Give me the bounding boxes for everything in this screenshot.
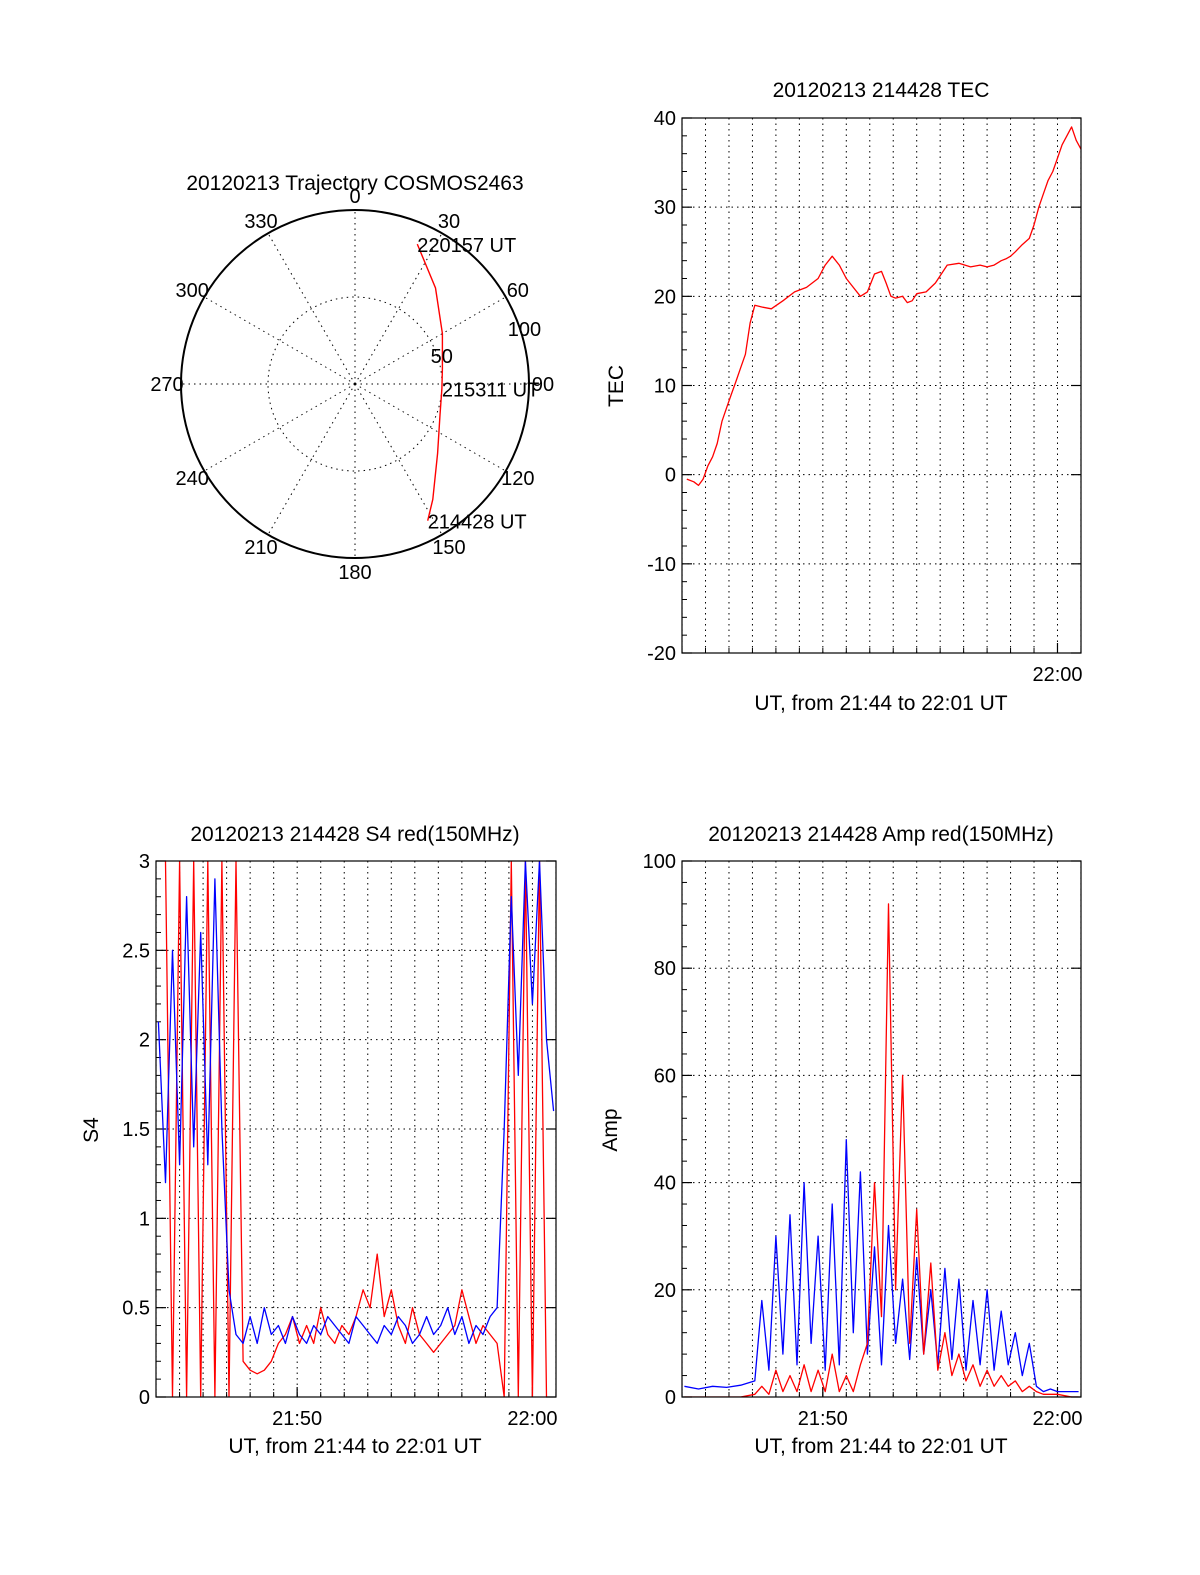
polar-radius-label: 50 xyxy=(431,346,453,368)
polar-chart: 20120213 Trajectory COSMOS2463 0 30 60 90 12… xyxy=(150,172,554,584)
polar-time-label: 220157 UT xyxy=(417,235,516,257)
s4-xtick-label: 21:50 xyxy=(272,1408,322,1430)
tec-ytick-label: -10 xyxy=(647,554,676,576)
s4-series-line-1 xyxy=(157,861,555,1345)
polar-angle-label: 240 xyxy=(175,468,208,490)
s4-series-group xyxy=(157,861,555,1397)
amp-ytick-label: 40 xyxy=(654,1173,676,1195)
polar-series xyxy=(416,243,444,521)
polar-time-label: 214428 UT xyxy=(428,512,527,534)
polar-trajectory-line xyxy=(416,243,444,521)
tec-ytick-label: 10 xyxy=(654,376,676,398)
amp-ytick-label: 100 xyxy=(643,851,676,873)
tec-plot: -20 -10 0 10 20 30 40 22:00 xyxy=(647,108,1082,686)
polar-title: 20120213 Trajectory COSMOS2463 xyxy=(186,172,523,195)
s4-frame xyxy=(155,860,557,1398)
s4-ytick-label: 3 xyxy=(139,851,150,873)
polar-angle-label: 120 xyxy=(501,468,534,490)
amp-frame xyxy=(681,860,1082,1398)
s4-ytick-label: 1 xyxy=(139,1208,150,1230)
polar-angle-label: 90 xyxy=(532,374,554,396)
tec-chart: 20120213 214428 TEC UT, from 21:44 to 22… xyxy=(605,79,1083,715)
s4-chart: 20120213 214428 S4 red(150MHz) UT, from … xyxy=(80,823,557,1458)
polar-angle-label: 300 xyxy=(175,280,208,302)
amp-xtick-label: 21:50 xyxy=(798,1408,848,1430)
s4-xlabel: UT, from 21:44 to 22:01 UT xyxy=(228,1435,481,1458)
s4-title: 20120213 214428 S4 red(150MHz) xyxy=(190,823,519,846)
tec-ylabel: TEC xyxy=(605,365,628,407)
amp-series-group xyxy=(684,903,1079,1397)
polar-spoke xyxy=(354,233,443,385)
s4-ytick-label: 1.5 xyxy=(122,1119,150,1141)
tec-ytick-label: 30 xyxy=(654,197,676,219)
s4-ytick-label: 0 xyxy=(139,1387,150,1409)
tec-frame xyxy=(681,117,1082,654)
polar-angle-label: 150 xyxy=(432,537,465,559)
amp-plot: 0 20 40 60 80 100 21:50 22:00 xyxy=(643,851,1083,1430)
tec-ytick-label: 0 xyxy=(665,465,676,487)
amp-series-line-0 xyxy=(684,1139,1079,1393)
tec-ytick-label: 20 xyxy=(654,286,676,308)
amp-series-line-1 xyxy=(684,903,1079,1397)
amp-ytick-label: 0 xyxy=(665,1387,676,1409)
polar-angle-label: 60 xyxy=(507,280,529,302)
amp-xlabel: UT, from 21:44 to 22:01 UT xyxy=(754,1435,1007,1458)
tec-series-line-0 xyxy=(686,126,1081,487)
polar-radius-label: 100 xyxy=(508,319,541,341)
tec-series-group xyxy=(686,126,1081,487)
polar-spoke xyxy=(267,383,356,535)
amp-ytick-label: 80 xyxy=(654,958,676,980)
s4-ytick-label: 0.5 xyxy=(122,1298,150,1320)
tec-xlabel: UT, from 21:44 to 22:01 UT xyxy=(754,692,1007,715)
polar-angle-label: 270 xyxy=(150,374,183,396)
polar-angle-label: 0 xyxy=(349,186,360,208)
s4-xtick-label: 22:00 xyxy=(507,1408,557,1430)
tec-xtick-label: 22:00 xyxy=(1032,664,1082,686)
tec-title: 20120213 214428 TEC xyxy=(773,79,990,102)
tec-ytick-label: 40 xyxy=(654,108,676,130)
polar-angle-label: 210 xyxy=(244,537,277,559)
polar-spoke xyxy=(204,383,356,472)
amp-xtick-label: 22:00 xyxy=(1032,1408,1082,1430)
polar-spoke xyxy=(354,383,443,535)
polar-angle-label: 180 xyxy=(338,562,371,584)
polar-outer-circle xyxy=(180,209,530,559)
s4-ylabel: S4 xyxy=(80,1117,103,1143)
polar-spoke xyxy=(354,296,506,385)
amp-ytick-label: 20 xyxy=(654,1280,676,1302)
amp-chart: 20120213 214428 Amp red(150MHz) UT, from… xyxy=(599,823,1083,1458)
polar-spoke xyxy=(354,383,506,472)
polar-angle-label: 30 xyxy=(438,211,460,233)
s4-ytick-label: 2.5 xyxy=(122,940,150,962)
polar-angle-label: 330 xyxy=(244,211,277,233)
amp-ylabel: Amp xyxy=(599,1108,622,1151)
polar-spoke xyxy=(267,233,356,385)
amp-title: 20120213 214428 Amp red(150MHz) xyxy=(708,823,1054,846)
s4-plot: 0 0.5 1 1.5 2 2.5 3 21:50 22:00 xyxy=(122,851,557,1430)
polar-spoke xyxy=(204,296,356,385)
tec-ytick-label: -20 xyxy=(647,643,676,665)
polar-time-label: 215311 UT xyxy=(442,380,539,402)
s4-ytick-label: 2 xyxy=(139,1030,150,1052)
amp-ytick-label: 60 xyxy=(654,1065,676,1087)
polar-labels: 0 30 60 90 120 150 180 210 240 270 300 330 50 100 2201… xyxy=(150,186,554,584)
